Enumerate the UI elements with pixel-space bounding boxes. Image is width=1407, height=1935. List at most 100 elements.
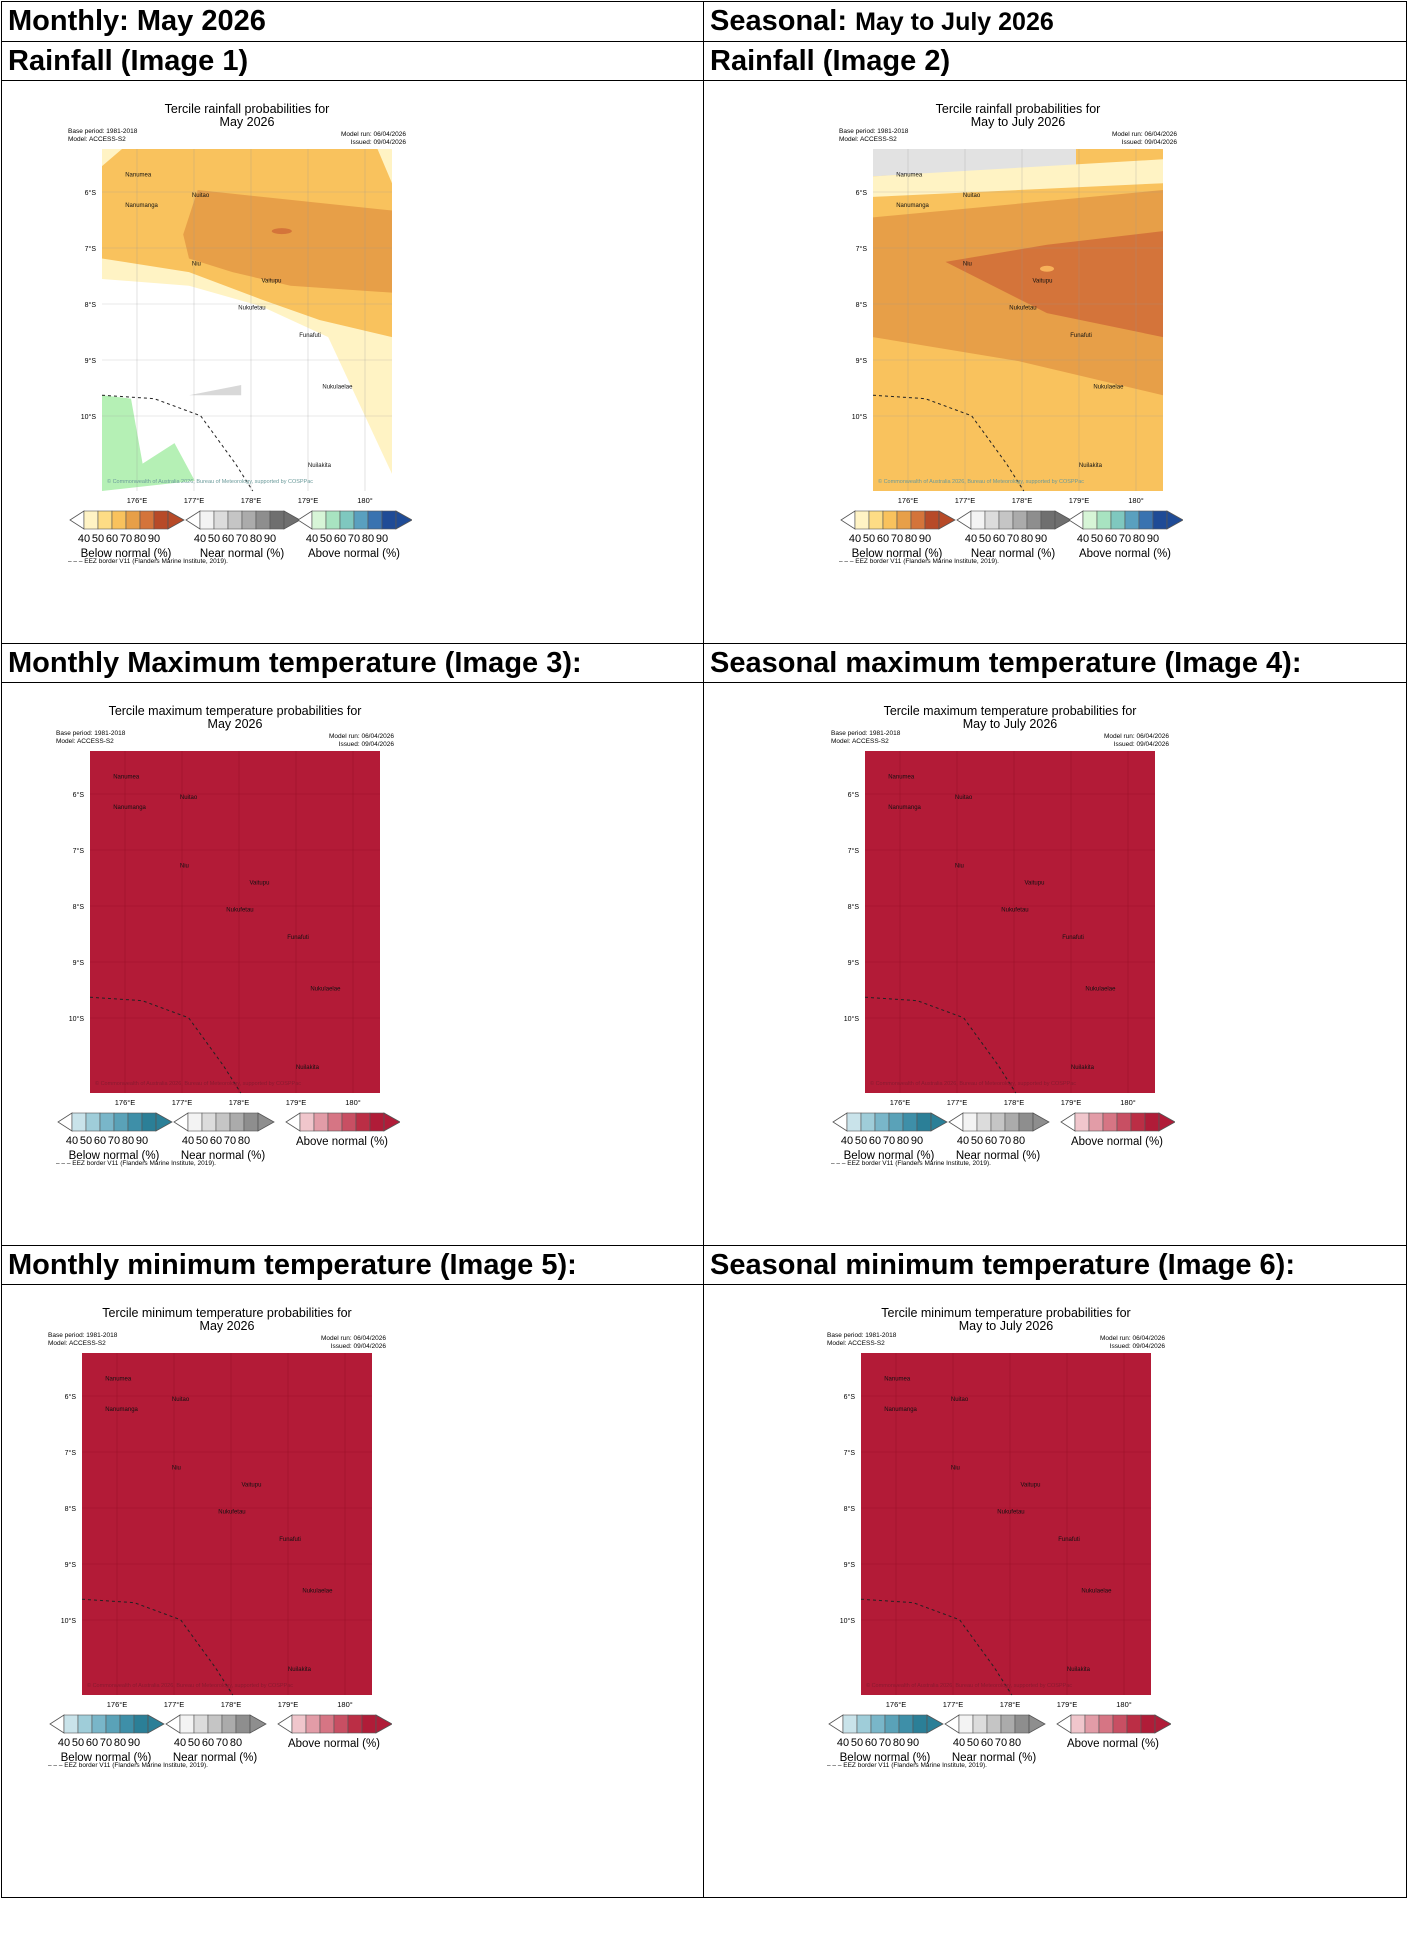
legend-arrow-right — [155, 1112, 173, 1132]
legend-tick-label: 50 — [188, 1737, 200, 1749]
island-label: Niu — [955, 863, 964, 869]
above-normal-fill — [82, 1353, 372, 1695]
legend-swatch — [990, 1112, 1006, 1132]
legend-arrow-left — [944, 1714, 960, 1734]
map-area: Nanumea Nanumanga Nuitao Niu Vaitupu Nukufeta… — [860, 1353, 1151, 1696]
lat-label: 6°S — [85, 189, 97, 197]
header-monthly: Monthly: May 2026 — [1, 1, 704, 42]
figure-title-line2: May 2026 — [220, 115, 275, 129]
lat-label: 9°S — [848, 959, 860, 967]
legend-swatch — [179, 1714, 195, 1734]
lat-label: 8°S — [85, 301, 97, 309]
island-label: Funafuti — [299, 333, 321, 339]
legend-label: Below normal (%) — [61, 1752, 152, 1764]
legend-swatch — [1084, 1714, 1100, 1734]
legend-swatch — [1110, 510, 1126, 530]
legend-swatch — [882, 510, 898, 530]
legend-tick-label: 40 — [182, 1135, 194, 1147]
legend-swatch — [215, 1112, 231, 1132]
legend-tick-label: 40 — [78, 533, 90, 545]
header-min-temp-seasonal: Seasonal minimum temperature (Image 6): — [703, 1245, 1407, 1285]
legend-arrow-left — [173, 1112, 189, 1132]
island-label: Nanumea — [113, 774, 140, 780]
legend-swatch — [91, 1714, 107, 1734]
legend-tick-label: 80 — [1013, 1135, 1025, 1147]
legend-near-normal: 40 50 60 70 80 90 Near normal (%) — [956, 510, 1072, 560]
island-label: Nukulaelae — [302, 1588, 333, 1594]
island-label: Vaitupu — [250, 880, 270, 886]
legend-label: Above normal (%) — [296, 1136, 388, 1148]
legend-label: Near normal (%) — [971, 548, 1056, 560]
legend-tick-label: 60 — [222, 533, 234, 545]
header-min-temp-monthly-text: Monthly minimum temperature (Image 5): — [8, 1249, 577, 1281]
legend-swatch — [924, 510, 940, 530]
legend-above-normal: Above normal (%) — [285, 1112, 400, 1148]
copyright-notice: © Commonwealth of Australia 2026, Bureau… — [878, 478, 1084, 485]
legend-swatch — [347, 1714, 363, 1734]
legend-swatch — [1004, 1112, 1020, 1132]
island-label: Nanumea — [105, 1376, 132, 1382]
island-label: Nuilakita — [1067, 1667, 1091, 1673]
island-label: Nuitao — [172, 1397, 190, 1403]
lat-label: 7°S — [65, 1449, 77, 1457]
issued-date: Issued: 09/04/2026 — [331, 1343, 387, 1350]
legend-swatch — [119, 1714, 135, 1734]
legend-arrow-left — [277, 1714, 293, 1734]
legend-swatch — [111, 510, 127, 530]
legend-swatch — [339, 510, 355, 530]
legend-swatch — [341, 1112, 357, 1132]
legend-swatch — [367, 510, 383, 530]
copyright-notice: © Commonwealth of Australia 2026, Bureau… — [866, 1682, 1072, 1689]
legend-swatch — [133, 1714, 149, 1734]
legend-above-normal: Above normal (%) — [1060, 1112, 1175, 1148]
above-normal-zone — [102, 395, 195, 491]
legend-tick-label: 70 — [120, 533, 132, 545]
island-label: Niu — [951, 1465, 960, 1471]
model-name: Model: ACCESS-S2 — [56, 738, 114, 745]
legend-swatch — [1124, 510, 1140, 530]
header-seasonal: Seasonal: May to July 2026 — [703, 1, 1407, 42]
legend-tick-label: 90 — [1035, 533, 1047, 545]
lon-label: 177°E — [184, 496, 205, 505]
legend-tick-label: 80 — [1133, 533, 1145, 545]
legend-tick-label: 50 — [855, 1135, 867, 1147]
legend-label: Below normal (%) — [69, 1150, 160, 1162]
legend-below-normal: 40 50 60 70 80 90 Below normal (%) — [57, 1112, 173, 1162]
lat-label: 6°S — [848, 791, 860, 799]
legend-tick-label: 70 — [891, 533, 903, 545]
island-label: Nukufetau — [226, 908, 253, 914]
island-label: Nuilakita — [1079, 463, 1103, 469]
lat-label: 7°S — [85, 245, 97, 253]
above-normal-fill — [865, 751, 1155, 1093]
legend-swatch — [83, 510, 99, 530]
eez-credit: – – – EEZ border V11 (Flanders Marine In… — [827, 1762, 987, 1769]
legend-swatch — [972, 1714, 988, 1734]
lon-label: 176°E — [107, 1700, 128, 1709]
legend-arrow-right — [1154, 1714, 1171, 1734]
island-label: Nuilakita — [1071, 1065, 1095, 1071]
legend-swatch — [854, 510, 870, 530]
legend-swatch — [193, 1714, 209, 1734]
cell-image2: Tercile rainfall probabilities for May to… — [703, 80, 1407, 644]
lon-label: 179°E — [286, 1098, 307, 1107]
lon-label: 179°E — [1057, 1700, 1078, 1709]
figure-rainfall-monthly: Tercile rainfall probabilities for May 20… — [62, 97, 412, 567]
legend-swatch — [207, 1714, 223, 1734]
legend-swatch — [255, 510, 271, 530]
legend-swatch — [1152, 510, 1168, 530]
figure-title-line2: May 2026 — [200, 1319, 255, 1333]
legend-swatch — [958, 1714, 974, 1734]
legend-label: Near normal (%) — [173, 1752, 258, 1764]
lon-label: 177°E — [164, 1700, 185, 1709]
header-max-temp-monthly-text: Monthly Maximum temperature (Image 3): — [8, 647, 582, 679]
legend-swatch — [1116, 1112, 1132, 1132]
legend-tick-label: 80 — [122, 1135, 134, 1147]
island-label: Nukulaelae — [322, 384, 353, 390]
legend-swatch — [369, 1112, 385, 1132]
legend-swatch — [1098, 1714, 1114, 1734]
legend-tick-label: 50 — [863, 533, 875, 545]
legend-tick-label: 40 — [849, 533, 861, 545]
figure-max-temp-seasonal: Tercile maximum temperature probabilitie… — [825, 699, 1175, 1169]
legend-swatch — [846, 1112, 862, 1132]
legend-tick-label: 70 — [224, 1135, 236, 1147]
